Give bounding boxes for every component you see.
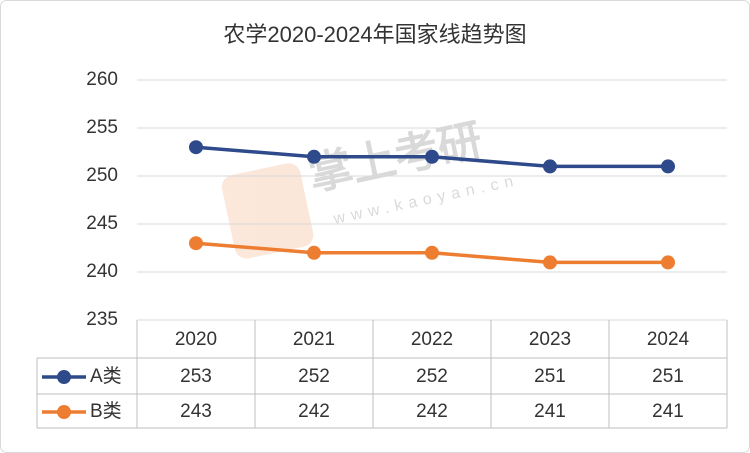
table-value: 253 <box>180 366 212 387</box>
x-tick-label: 2024 <box>647 329 690 350</box>
y-tick-label: 250 <box>86 165 118 186</box>
y-tick-label: 260 <box>86 69 118 90</box>
y-tick-label: 245 <box>86 213 118 234</box>
legend-label: B类 <box>90 400 122 422</box>
table-value: 241 <box>534 401 566 422</box>
table-value: 251 <box>534 366 566 387</box>
x-tick-label: 2020 <box>175 329 217 350</box>
table-value: 243 <box>180 401 212 422</box>
table-value: 241 <box>652 401 684 422</box>
data-point <box>189 140 203 155</box>
data-point <box>307 245 321 260</box>
data-point <box>425 245 439 260</box>
table-value: 252 <box>298 366 330 387</box>
data-point <box>425 149 439 164</box>
data-point <box>543 159 557 174</box>
data-point <box>307 149 321 164</box>
data-point <box>543 255 557 270</box>
x-tick-label: 2023 <box>529 329 571 350</box>
legend-marker <box>57 370 71 384</box>
table-value: 242 <box>298 401 330 422</box>
y-tick-label: 240 <box>86 261 118 282</box>
x-tick-label: 2022 <box>411 329 453 350</box>
y-tick-label: 255 <box>86 117 118 138</box>
chart-title: 农学2020-2024年国家线趋势图 <box>223 22 526 47</box>
x-tick-label: 2021 <box>293 329 335 350</box>
table-value: 252 <box>416 366 448 387</box>
watermark-icon <box>221 163 314 259</box>
legend-marker <box>57 405 71 419</box>
table-value: 251 <box>652 366 684 387</box>
table-value: 242 <box>416 401 448 422</box>
y-tick-label: 235 <box>86 309 118 330</box>
data-point <box>189 236 203 251</box>
data-point <box>661 255 675 270</box>
data-point <box>661 159 675 174</box>
legend-label: A类 <box>90 365 122 387</box>
